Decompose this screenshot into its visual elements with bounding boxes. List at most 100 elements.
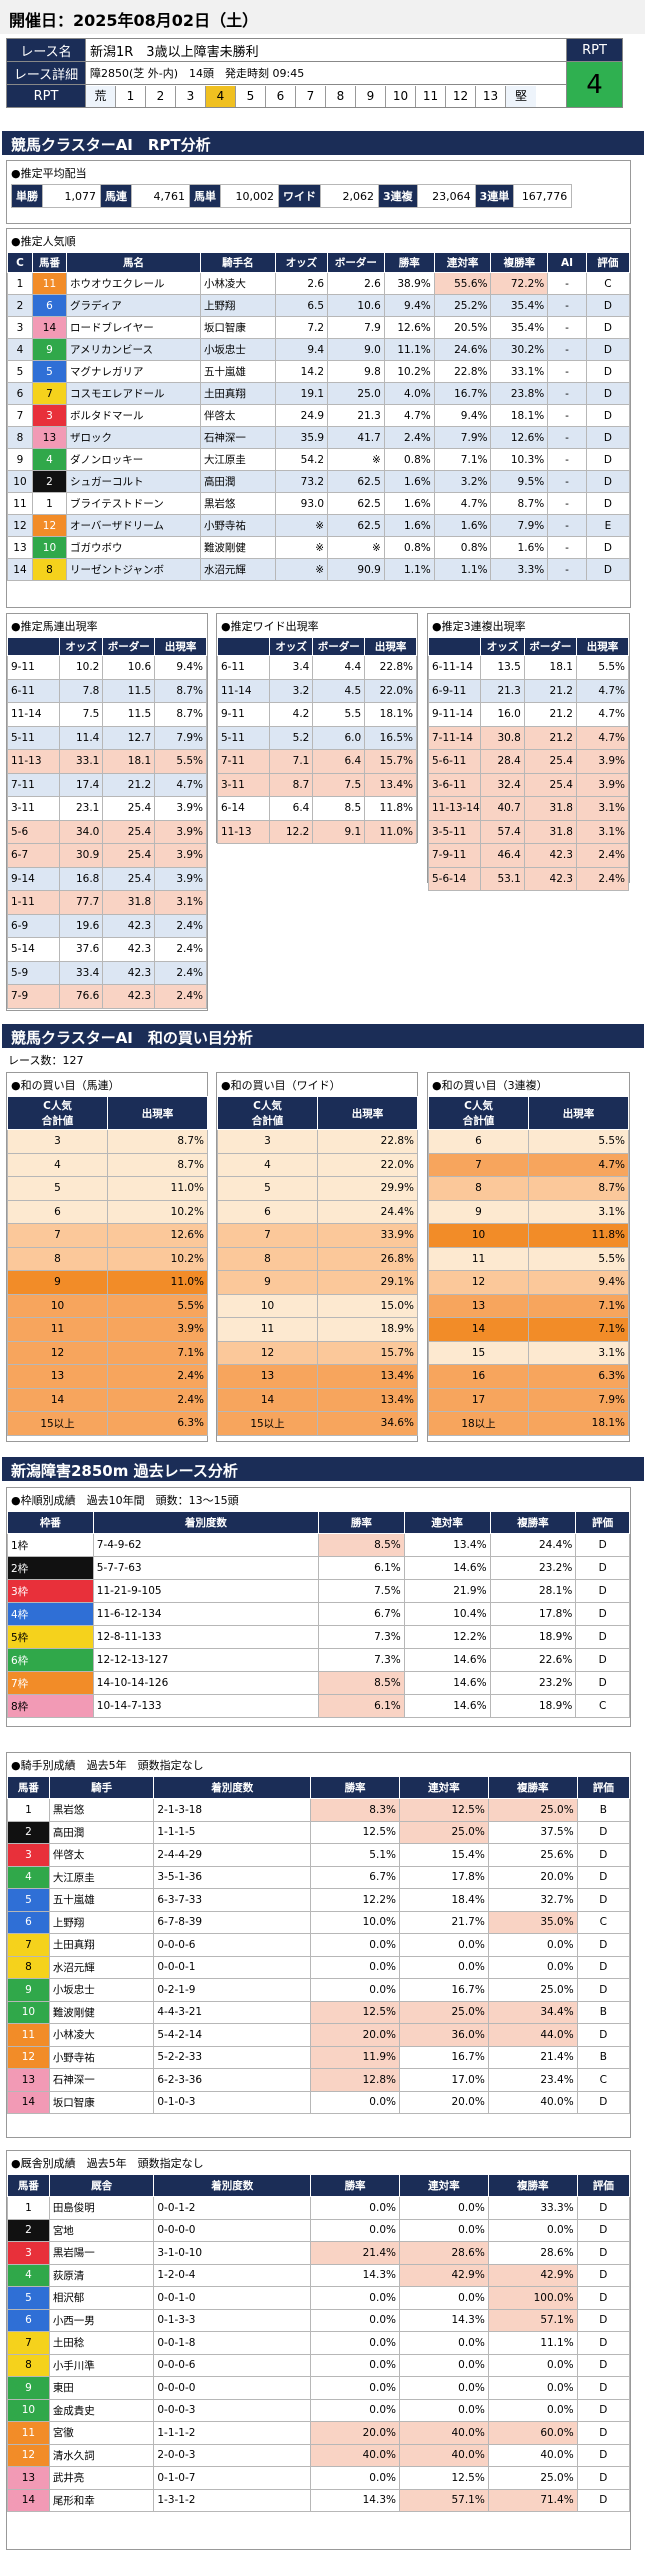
rpt-scale-cell: 7	[296, 85, 326, 107]
cell-0: 9	[217, 1270, 318, 1295]
cell-10: D	[585, 536, 631, 559]
column-header: ボーダー	[523, 637, 577, 656]
table-row: 14 尾形和幸 1-3-1-2 14.3% 57.1% 71.4% D	[7, 2488, 631, 2512]
cell-0: 3	[7, 316, 33, 339]
cell-9: -	[547, 448, 587, 471]
cell-6: D	[576, 2090, 631, 2114]
column-header: オッズ	[268, 637, 314, 656]
cell-0: 4	[7, 1152, 108, 1177]
cell-1: 2.4%	[107, 1364, 208, 1389]
table-row: 12 9.4%	[428, 1270, 629, 1295]
cell-2: 2-4-4-29	[153, 1843, 312, 1867]
cell-3: 11.9%	[310, 2045, 400, 2069]
column-header: 連対率	[398, 2174, 489, 2197]
cell-5: 0.0%	[487, 2353, 578, 2377]
column-header: 評価	[576, 1776, 631, 1799]
cell-1: 荻原清	[48, 2263, 155, 2287]
cell-2: 11.5	[102, 678, 156, 703]
cell-3: 21.4%	[310, 2241, 400, 2265]
cell-2: 21.2	[102, 772, 156, 797]
table-row: 11 宮徹 1-1-1-2 20.0% 40.0% 60.0% D	[7, 2421, 631, 2445]
cell-2: 0-0-0-3	[153, 2398, 312, 2422]
cell-3: 14.6%	[403, 1671, 491, 1695]
payout-value: 167,776	[513, 184, 573, 208]
cell-2: 21.2	[523, 678, 577, 703]
cell-0: 15	[428, 1340, 529, 1365]
rpt-scale-cell: 13	[476, 85, 506, 107]
cell-2: 1-1-1-2	[153, 2421, 312, 2445]
cell-0: 6-7	[7, 843, 60, 868]
cell-0: 3-6-11	[427, 772, 482, 797]
cell-4: 16.7%	[398, 2045, 489, 2069]
table-row: 7 土田稔 0-0-1-8 0.0% 0.0% 11.1% D	[7, 2331, 631, 2355]
race-name-label: レース名	[6, 38, 86, 62]
cell-2: 0-0-0-1	[153, 1955, 312, 1979]
column-header: 出現率	[154, 637, 207, 656]
column-header: 馬番	[31, 252, 68, 273]
cell-5: 23.4%	[487, 2068, 578, 2092]
cell-3: 3.9%	[575, 749, 630, 774]
table-row: 12 7.1%	[7, 1340, 208, 1365]
cell-2: 2-0-0-3	[153, 2443, 312, 2467]
cell-5: 25.0%	[487, 1798, 578, 1822]
cell-5: 44.0%	[487, 2023, 578, 2047]
column-header: 勝率	[383, 252, 435, 273]
cell-0: 4	[7, 1865, 50, 1889]
cell-5: 34.4%	[487, 2000, 578, 2024]
table-row: 6 5.5%	[428, 1129, 629, 1154]
cell-5: D	[575, 1556, 630, 1580]
cell-4: 15.4%	[398, 1843, 489, 1867]
cell-3: 0.0%	[310, 1933, 400, 1957]
cell-2: 25.4	[102, 843, 156, 868]
cell-1: 16.0	[480, 702, 525, 727]
table-row: 12 清水久詞 2-0-0-3 40.0% 40.0% 40.0% D	[7, 2443, 631, 2467]
cell-9: -	[547, 404, 587, 427]
cell-4: 0.0%	[398, 2286, 489, 2310]
cell-5: 25.0%	[487, 2466, 578, 2490]
cell-10: D	[585, 294, 631, 317]
table-row: 9 小坂忠士 0-2-1-9 0.0% 16.7% 25.0% D	[7, 1978, 631, 2002]
cell-3: 2.4%	[154, 913, 207, 938]
cell-6: D	[576, 2023, 631, 2047]
cell-5: ※	[327, 448, 385, 471]
table-row: 14 7.1%	[428, 1317, 629, 1342]
cell-10: D	[585, 558, 631, 581]
table-row: 13 武井亮 0-1-0-7 0.0% 12.5% 25.0% D	[7, 2466, 631, 2490]
cell-5: 25.0%	[487, 1978, 578, 2002]
cell-1: 4.2	[268, 702, 314, 727]
table-row: 1-11 77.7 31.8 3.1%	[7, 890, 207, 915]
table-row: 5-11 11.4 12.7 7.9%	[7, 725, 207, 750]
payout-table: 単勝 1,077 馬連 4,761 馬単 10,002 ワイド 2,062 3連複 23,064 3…	[11, 184, 573, 208]
cell-4: 19.1	[274, 382, 329, 405]
cell-1: 23.1	[58, 796, 104, 821]
cell-3: 伴啓太	[199, 404, 276, 427]
table-row: 8枠 10-14-7-133 6.1% 14.6% 18.9% C	[7, 1694, 630, 1718]
cell-0: 9	[7, 2376, 50, 2400]
rpt-scale-cell: 3	[176, 85, 206, 107]
cell-1: 18.1%	[528, 1411, 629, 1436]
cell-0: 1	[7, 272, 33, 295]
column-header	[217, 637, 270, 656]
cell-2: コスモエレアドール	[66, 382, 201, 405]
cell-1: 7.1%	[528, 1293, 629, 1318]
cell-3: 12.5%	[310, 1820, 400, 1844]
cell-4: 25.0%	[398, 2000, 489, 2024]
jockey-panel: ●騎手別成績 過去5年 頭数指定なし 馬番 騎手 着別度数 勝率 連対率 複勝率 評価 1 黒岩…	[6, 1752, 631, 2138]
cell-1: 6	[31, 294, 68, 317]
cell-2: 7.3%	[317, 1648, 405, 1672]
payout-value: 1,077	[42, 184, 101, 208]
cell-4: 23.2%	[489, 1556, 577, 1580]
cell-1: 石神深一	[48, 2068, 155, 2092]
cell-1: 5.5%	[528, 1246, 629, 1271]
cell-2: 0-0-1-8	[153, 2331, 312, 2355]
table-row: 7 土田真翔 0-0-0-6 0.0% 0.0% 0.0% D	[7, 1933, 631, 1957]
cell-8: 12.6%	[490, 426, 549, 449]
cell-4: 0.0%	[398, 2218, 489, 2242]
cell-10: D	[585, 338, 631, 361]
cell-2: 5-2-2-33	[153, 2045, 312, 2069]
table-row: 7 33.9%	[217, 1223, 418, 1248]
cell-4: 14.2	[274, 360, 329, 383]
cell-2: オーバーザドリーム	[66, 514, 201, 537]
cell-5: 21.3	[327, 404, 385, 427]
rpt-scale-cell: 9	[356, 85, 386, 107]
